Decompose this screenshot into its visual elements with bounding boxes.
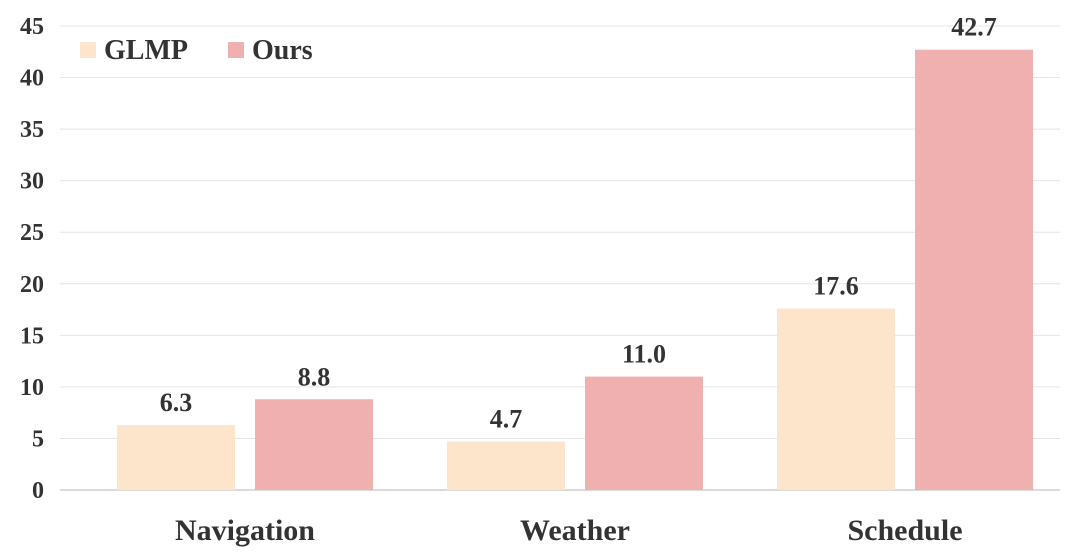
legend: GLMP Ours — [80, 35, 313, 66]
data-labels: 6.3 8.8 4.7 11.0 17.6 42.7 — [160, 13, 997, 434]
x-axis-labels: Navigation Weather Schedule — [175, 514, 963, 547]
legend-swatch-ours — [228, 42, 244, 58]
y-tick-label: 45 — [20, 14, 44, 40]
bar-glmp-navigation — [117, 425, 235, 490]
data-label: 11.0 — [622, 340, 666, 369]
bar-glmp-weather — [447, 441, 565, 490]
data-label: 6.3 — [160, 388, 193, 417]
bar-ours-weather — [585, 376, 703, 490]
legend-label-glmp: GLMP — [104, 35, 188, 66]
y-tick-label: 35 — [20, 117, 44, 143]
data-label: 4.7 — [490, 405, 523, 434]
data-label: 8.8 — [298, 362, 331, 391]
y-tick-label: 25 — [20, 220, 44, 246]
legend-label-ours: Ours — [252, 35, 313, 66]
bars — [117, 49, 1033, 491]
data-label: 42.7 — [951, 13, 997, 42]
y-tick-label: 30 — [20, 169, 44, 195]
gridlines — [60, 25, 1060, 491]
data-label: 17.6 — [813, 272, 859, 301]
y-tick-label: 0 — [32, 478, 44, 504]
bar-ours-schedule — [915, 49, 1033, 491]
bar-ours-navigation — [255, 399, 373, 490]
y-tick-label: 40 — [20, 66, 44, 92]
y-axis-ticks: 0 5 10 15 20 25 30 35 40 45 — [20, 14, 44, 504]
y-tick-label: 5 — [32, 426, 44, 452]
y-tick-label: 15 — [20, 323, 44, 349]
bar-glmp-schedule — [777, 308, 895, 490]
y-tick-label: 10 — [20, 375, 44, 401]
x-category-label: Schedule — [847, 514, 962, 547]
y-tick-label: 20 — [20, 272, 44, 298]
x-category-label: Navigation — [175, 514, 315, 547]
legend-swatch-glmp — [80, 42, 96, 58]
x-category-label: Weather — [520, 514, 630, 547]
